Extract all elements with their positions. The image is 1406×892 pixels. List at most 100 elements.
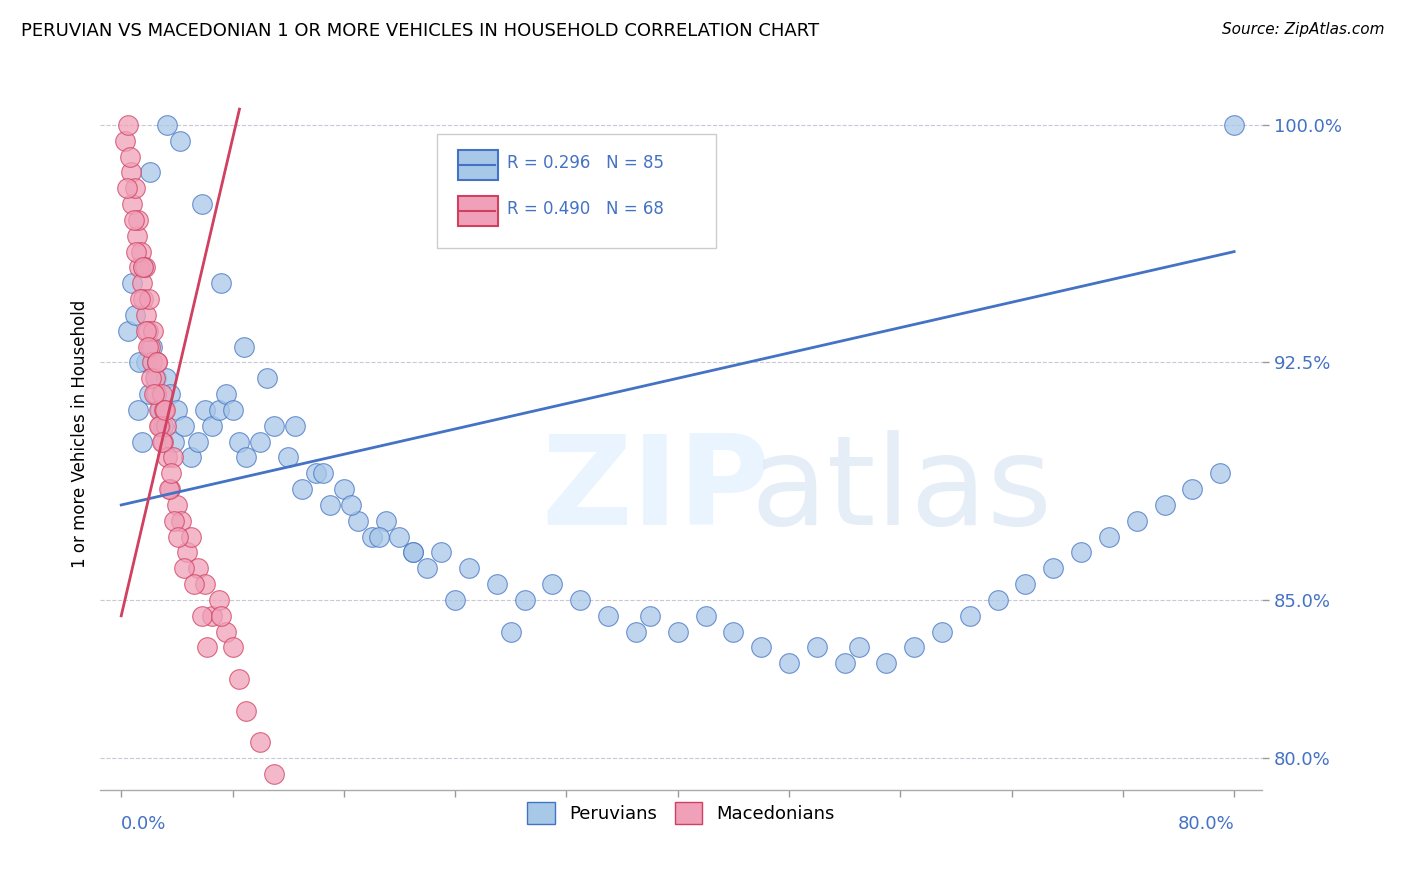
Point bbox=[1223, 118, 1246, 132]
Text: Source: ZipAtlas.com: Source: ZipAtlas.com bbox=[1222, 22, 1385, 37]
Point bbox=[256, 371, 278, 385]
Point bbox=[277, 450, 299, 465]
Point bbox=[987, 593, 1010, 607]
Point bbox=[141, 340, 163, 354]
Point bbox=[312, 467, 335, 481]
Point bbox=[723, 624, 745, 639]
Point bbox=[149, 403, 172, 417]
Point bbox=[1153, 498, 1175, 512]
Point bbox=[121, 197, 143, 211]
Point bbox=[155, 371, 177, 385]
Text: R = 0.296   N = 85: R = 0.296 N = 85 bbox=[508, 154, 664, 172]
Point bbox=[145, 371, 167, 385]
Point bbox=[848, 640, 870, 655]
Text: 0.0%: 0.0% bbox=[121, 815, 166, 833]
Point bbox=[249, 735, 271, 749]
Text: atlas: atlas bbox=[751, 430, 1053, 551]
Point bbox=[249, 434, 271, 449]
Point bbox=[263, 418, 285, 433]
Point bbox=[166, 498, 188, 512]
Point bbox=[197, 640, 219, 655]
Point bbox=[117, 324, 139, 338]
Text: R = 0.490   N = 68: R = 0.490 N = 68 bbox=[508, 201, 664, 219]
Point bbox=[235, 450, 257, 465]
Point bbox=[170, 514, 193, 528]
Point bbox=[139, 371, 162, 385]
Point bbox=[152, 418, 174, 433]
Point bbox=[959, 608, 981, 623]
Point bbox=[127, 213, 149, 227]
Point bbox=[163, 434, 186, 449]
Point bbox=[134, 260, 156, 275]
Point bbox=[374, 514, 396, 528]
Point bbox=[221, 403, 243, 417]
Point bbox=[416, 561, 439, 575]
Point bbox=[834, 657, 856, 671]
Point bbox=[638, 608, 661, 623]
Point bbox=[159, 482, 181, 496]
Point bbox=[235, 704, 257, 718]
Point bbox=[120, 165, 142, 179]
Point bbox=[191, 608, 214, 623]
Point bbox=[180, 450, 202, 465]
Point bbox=[160, 467, 183, 481]
Point bbox=[135, 355, 157, 369]
Point bbox=[806, 640, 828, 655]
Point bbox=[132, 260, 155, 275]
Point bbox=[114, 134, 136, 148]
Point bbox=[152, 434, 174, 449]
Point bbox=[187, 434, 209, 449]
Point bbox=[221, 640, 243, 655]
Point bbox=[155, 418, 177, 433]
Point bbox=[159, 387, 181, 401]
Point bbox=[150, 434, 173, 449]
Point bbox=[125, 228, 148, 243]
Point bbox=[695, 608, 717, 623]
Point bbox=[135, 308, 157, 322]
Point bbox=[499, 624, 522, 639]
Point bbox=[128, 260, 150, 275]
Point bbox=[1070, 545, 1092, 559]
Point bbox=[141, 355, 163, 369]
Point bbox=[1126, 514, 1149, 528]
Point bbox=[209, 277, 232, 291]
Point bbox=[201, 608, 224, 623]
Point bbox=[176, 545, 198, 559]
Point bbox=[180, 530, 202, 544]
Point bbox=[207, 593, 229, 607]
Point bbox=[136, 324, 159, 338]
Point bbox=[284, 418, 307, 433]
Point bbox=[148, 418, 170, 433]
Point bbox=[121, 277, 143, 291]
Point bbox=[149, 418, 172, 433]
Point bbox=[277, 798, 299, 813]
Point bbox=[150, 387, 173, 401]
Point bbox=[1181, 482, 1204, 496]
FancyBboxPatch shape bbox=[458, 150, 498, 180]
Point bbox=[201, 418, 224, 433]
Point bbox=[749, 640, 772, 655]
Y-axis label: 1 or more Vehicles in Household: 1 or more Vehicles in Household bbox=[72, 300, 89, 568]
Point bbox=[291, 482, 314, 496]
Point bbox=[132, 260, 155, 275]
Point bbox=[138, 340, 160, 354]
Point bbox=[157, 482, 180, 496]
Point bbox=[138, 387, 160, 401]
Point bbox=[129, 292, 152, 306]
Point bbox=[458, 561, 481, 575]
Point bbox=[339, 498, 361, 512]
Point bbox=[138, 292, 160, 306]
Point bbox=[162, 450, 184, 465]
Point bbox=[122, 213, 145, 227]
Point bbox=[214, 624, 236, 639]
Point bbox=[228, 672, 250, 686]
Point bbox=[569, 593, 592, 607]
Point bbox=[388, 530, 411, 544]
FancyBboxPatch shape bbox=[458, 196, 498, 227]
Point bbox=[156, 450, 179, 465]
Point bbox=[163, 514, 186, 528]
Point bbox=[125, 244, 148, 259]
Point bbox=[346, 514, 368, 528]
Point bbox=[931, 624, 953, 639]
Point bbox=[115, 181, 138, 195]
